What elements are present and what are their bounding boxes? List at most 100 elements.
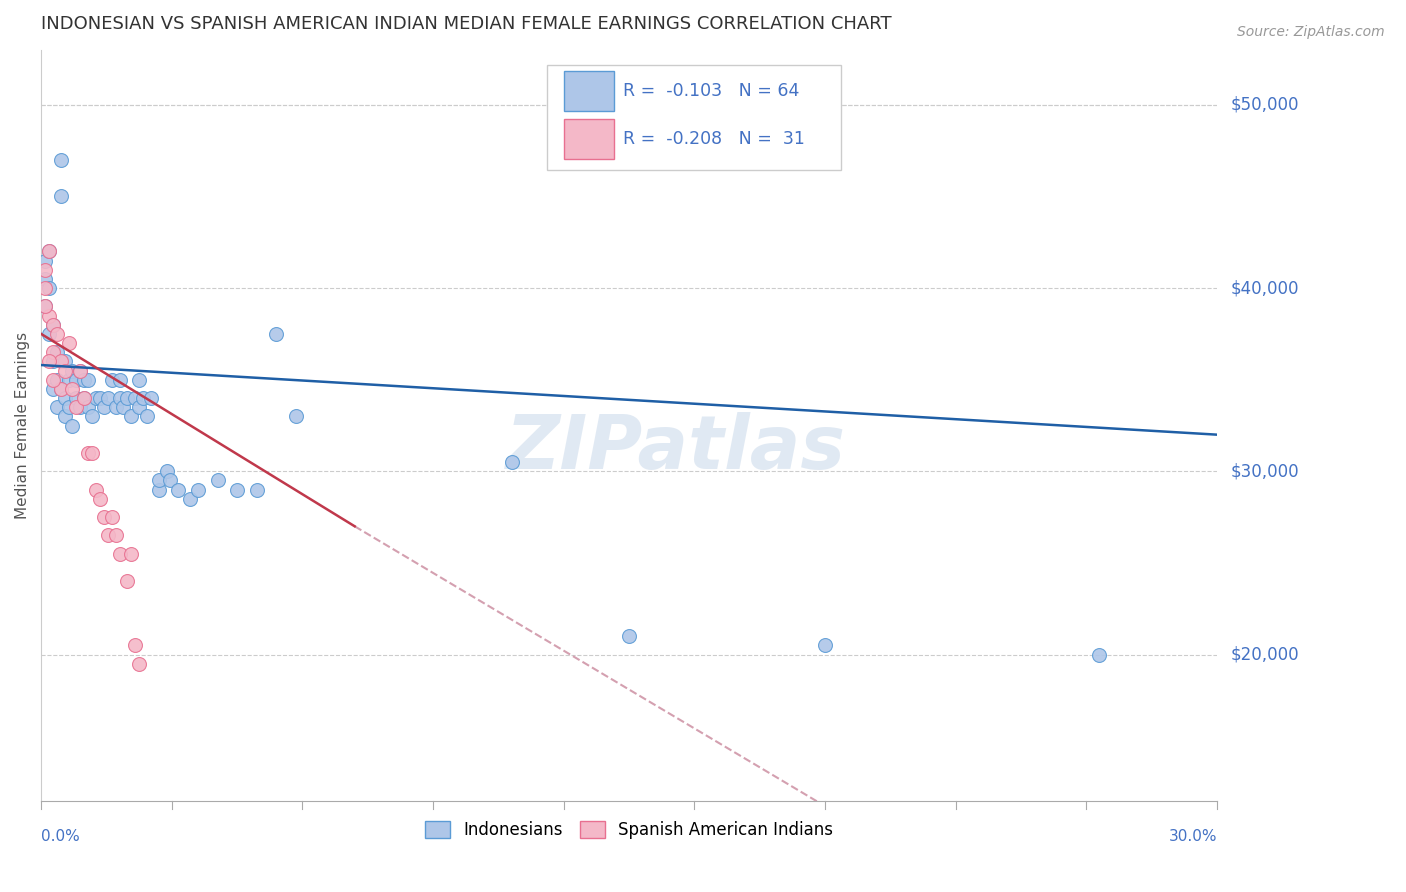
- Point: [501, 455, 523, 469]
- Text: ZIPatlas: ZIPatlas: [506, 411, 846, 484]
- Text: 30.0%: 30.0%: [1168, 829, 1218, 844]
- Point: [97, 528, 120, 542]
- Point: [73, 391, 96, 405]
- Point: [108, 373, 131, 387]
- Point: [84, 483, 107, 497]
- Point: [49, 382, 72, 396]
- Point: [1088, 648, 1111, 662]
- Y-axis label: Median Female Earnings: Median Female Earnings: [15, 332, 30, 519]
- Point: [617, 629, 640, 643]
- Point: [38, 309, 60, 323]
- Point: [128, 373, 150, 387]
- Point: [34, 262, 56, 277]
- Point: [73, 391, 96, 405]
- Point: [179, 491, 201, 506]
- Point: [120, 547, 142, 561]
- Text: Source: ZipAtlas.com: Source: ZipAtlas.com: [1237, 25, 1385, 39]
- Point: [117, 574, 139, 589]
- Point: [45, 326, 67, 341]
- Text: INDONESIAN VS SPANISH AMERICAN INDIAN MEDIAN FEMALE EARNINGS CORRELATION CHART: INDONESIAN VS SPANISH AMERICAN INDIAN ME…: [41, 15, 891, 33]
- Point: [34, 253, 56, 268]
- Point: [42, 318, 65, 332]
- FancyBboxPatch shape: [564, 119, 614, 159]
- Text: $20,000: $20,000: [1232, 646, 1299, 664]
- Point: [266, 326, 288, 341]
- Point: [49, 153, 72, 167]
- Point: [49, 354, 72, 368]
- Point: [42, 373, 65, 387]
- Point: [97, 391, 120, 405]
- Point: [132, 391, 155, 405]
- Point: [167, 483, 190, 497]
- Point: [93, 510, 115, 524]
- Text: R =  -0.103   N = 64: R = -0.103 N = 64: [623, 82, 800, 101]
- Point: [34, 299, 56, 313]
- Point: [124, 639, 146, 653]
- Point: [104, 400, 127, 414]
- Point: [80, 446, 103, 460]
- Point: [69, 363, 91, 377]
- Point: [45, 373, 67, 387]
- Point: [53, 391, 76, 405]
- Text: $50,000: $50,000: [1232, 95, 1299, 114]
- Point: [69, 363, 91, 377]
- Point: [814, 639, 837, 653]
- Point: [34, 299, 56, 313]
- Point: [34, 272, 56, 286]
- Point: [73, 373, 96, 387]
- Point: [77, 373, 100, 387]
- Point: [49, 382, 72, 396]
- FancyBboxPatch shape: [564, 71, 614, 112]
- Point: [93, 400, 115, 414]
- Point: [77, 446, 100, 460]
- Point: [38, 354, 60, 368]
- Point: [120, 409, 142, 424]
- Point: [112, 400, 135, 414]
- Point: [226, 483, 249, 497]
- Point: [108, 391, 131, 405]
- Point: [207, 474, 229, 488]
- Point: [53, 409, 76, 424]
- Point: [58, 373, 80, 387]
- Text: $30,000: $30,000: [1232, 462, 1299, 480]
- Point: [187, 483, 209, 497]
- Point: [62, 382, 84, 396]
- Point: [100, 510, 122, 524]
- Point: [89, 391, 111, 405]
- Point: [53, 363, 76, 377]
- Point: [42, 382, 65, 396]
- Point: [246, 483, 269, 497]
- Point: [58, 336, 80, 351]
- Point: [89, 491, 111, 506]
- Point: [38, 281, 60, 295]
- Point: [128, 400, 150, 414]
- Point: [34, 281, 56, 295]
- Point: [148, 483, 170, 497]
- FancyBboxPatch shape: [547, 65, 841, 170]
- Text: R =  -0.208   N =  31: R = -0.208 N = 31: [623, 129, 806, 148]
- Point: [38, 244, 60, 259]
- Legend: Indonesians, Spanish American Indians: Indonesians, Spanish American Indians: [419, 814, 839, 846]
- Point: [148, 474, 170, 488]
- Text: 0.0%: 0.0%: [41, 829, 80, 844]
- Point: [80, 409, 103, 424]
- Point: [45, 400, 67, 414]
- Point: [128, 657, 150, 671]
- Point: [42, 345, 65, 359]
- Point: [117, 391, 139, 405]
- Point: [65, 400, 87, 414]
- Point: [62, 363, 84, 377]
- Point: [62, 418, 84, 433]
- Point: [124, 391, 146, 405]
- Text: $40,000: $40,000: [1232, 279, 1299, 297]
- Point: [65, 391, 87, 405]
- Point: [104, 528, 127, 542]
- Point: [69, 400, 91, 414]
- Point: [38, 326, 60, 341]
- Point: [45, 345, 67, 359]
- Point: [284, 409, 307, 424]
- Point: [139, 391, 162, 405]
- Point: [108, 547, 131, 561]
- Point: [155, 464, 177, 478]
- Point: [53, 354, 76, 368]
